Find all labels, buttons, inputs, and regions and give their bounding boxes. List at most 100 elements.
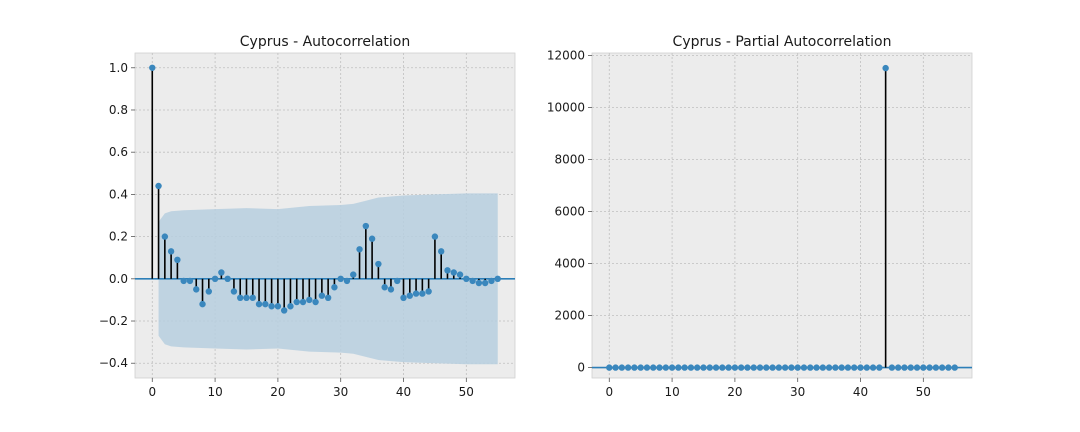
acf-point [324, 294, 332, 302]
acf-x-tick-labels: 0 10 20 30 40 50 [148, 378, 474, 399]
pacf-point [612, 364, 619, 371]
acf-point [463, 275, 470, 283]
pacf-x-tick-label: 50 [916, 385, 931, 399]
pacf-point [876, 364, 883, 371]
pacf-point [800, 364, 808, 371]
acf-point [419, 290, 426, 297]
pacf-point [700, 364, 707, 371]
pacf-point [807, 364, 814, 371]
acf-point [444, 267, 451, 274]
pacf-point [781, 364, 789, 371]
acf-point [180, 277, 187, 285]
pacf-point [869, 364, 877, 371]
pacf-point [675, 364, 682, 371]
acf-point [149, 64, 156, 71]
acf-x-tick-label: 40 [396, 385, 411, 399]
pacf-point [694, 364, 701, 371]
acf-point [450, 269, 457, 276]
acf-point [224, 275, 231, 283]
pacf-y-tick-label: 4000 [554, 257, 585, 271]
pacf-point [631, 364, 638, 371]
acf-point [412, 290, 420, 297]
acf-x-tick-label: 10 [207, 385, 222, 399]
pacf-point [624, 364, 632, 371]
pacf-point [744, 364, 751, 371]
acf-point [375, 260, 382, 268]
acf-point [469, 277, 476, 285]
acf-point [167, 248, 175, 255]
acf-point [475, 279, 483, 287]
acf-point [343, 277, 351, 285]
acf-point [437, 248, 445, 255]
acf-point [155, 182, 162, 190]
pacf-point [775, 364, 783, 371]
acf-point [494, 275, 501, 283]
pacf-y-tick-label: 10000 [547, 101, 585, 115]
acf-point [481, 279, 489, 287]
acf-point [174, 256, 181, 264]
pacf-point [731, 364, 739, 371]
acf-point [193, 286, 200, 293]
pacf-y-tick-label: 2000 [554, 309, 585, 323]
acf-point [318, 292, 326, 299]
acf-point [312, 298, 319, 306]
pacf-point [606, 364, 613, 371]
pacf-point [832, 364, 839, 371]
acf-point [431, 233, 439, 240]
acf-point [350, 271, 357, 278]
pacf-y-tick-label: 12000 [547, 49, 585, 63]
acf-point [161, 233, 169, 240]
pacf-point [687, 364, 695, 371]
acf-point [230, 288, 238, 295]
acf-point [394, 277, 401, 285]
acf-y-tick-label: −0.4 [99, 356, 128, 370]
pacf-point [825, 364, 833, 371]
pacf-y-tick-labels: 0 2000 4000 6000 8000 10000 12000 [547, 49, 592, 375]
acf-point [293, 298, 300, 306]
acf-point [368, 235, 376, 242]
acf-y-tick-label: 0.2 [109, 230, 128, 244]
acf-point [387, 286, 395, 293]
pacf-point [819, 364, 827, 371]
pacf-point [618, 364, 626, 371]
pacf-point [756, 364, 764, 371]
acf-point [488, 277, 495, 285]
acf-x-tick-label: 0 [148, 385, 156, 399]
acf-point [299, 298, 307, 306]
pacf-panel: 0 10 20 30 40 50 020004000600080001000012000 … [547, 34, 973, 399]
pacf-x-tick-label: 0 [605, 385, 613, 399]
pacf-y-tick-label: 8000 [554, 153, 585, 167]
pacf-point [725, 364, 732, 371]
acf-y-tick-label: 0.0 [109, 272, 128, 286]
pacf-point [913, 364, 921, 371]
pacf-axes-background [591, 52, 973, 379]
pacf-point [706, 364, 713, 371]
acf-point [249, 294, 256, 302]
pacf-markers [606, 64, 958, 371]
acf-x-tick-label: 20 [270, 385, 285, 399]
acf-y-tick-label: −0.2 [99, 314, 128, 328]
acf-y-tick-labels: −0.4 −0.2 0.0 0.2 0.4 0.6 0.8 1.0 [99, 61, 135, 370]
pacf-point [763, 364, 770, 371]
acf-x-tick-label: 30 [333, 385, 348, 399]
acf-point [362, 222, 370, 230]
pacf-point [750, 364, 757, 371]
pacf-point [643, 364, 651, 371]
pacf-point [681, 364, 688, 371]
pacf-stems [884, 68, 887, 368]
pacf-point [907, 364, 914, 371]
pacf-point [888, 364, 896, 371]
acf-point [268, 303, 275, 310]
pacf-point [932, 364, 940, 371]
acf-point [237, 294, 244, 302]
pacf-point [894, 364, 902, 371]
pacf-x-tick-label: 30 [790, 385, 805, 399]
acf-point [331, 284, 338, 291]
acf-point [274, 303, 282, 310]
pacf-point [813, 364, 820, 371]
acf-point [255, 300, 263, 308]
acf-x-tick-label: 50 [459, 385, 474, 399]
pacf-x-tick-label: 10 [664, 385, 679, 399]
acf-point [456, 271, 464, 278]
pacf-point [650, 364, 657, 371]
